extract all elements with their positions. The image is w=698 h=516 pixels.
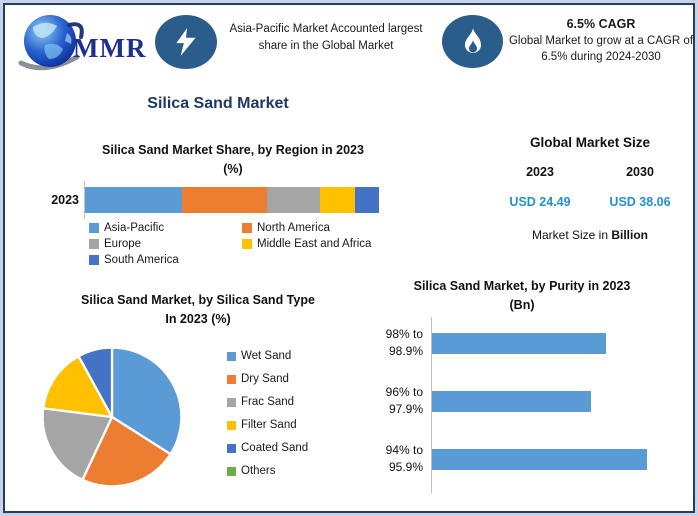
bar-segment-middle-east-and-africa — [320, 187, 356, 213]
pie-legend: Wet Sand Dry Sand Frac Sand Filter Sand Coat… — [227, 350, 308, 488]
region-stacked-bar — [85, 187, 379, 213]
region-axis-category: 2023 — [51, 193, 79, 207]
legend-swatch-others — [227, 466, 236, 476]
legend-item-others: Others — [227, 465, 308, 477]
pie-chart-title-line2: In 2023 (%) — [165, 311, 231, 326]
market-size-year-2030: 2030 — [626, 165, 654, 179]
highlight-text: Asia-Pacific Market Accounted largest sh… — [229, 23, 423, 52]
legend-label: Dry Sand — [241, 373, 289, 385]
market-size-title: Global Market Size — [529, 135, 651, 150]
purity-row-98-to-98-9-: 98% to 98.9% — [357, 321, 687, 365]
legend-swatch-filter-sand — [227, 420, 236, 430]
legend-label: Middle East and Africa — [257, 238, 372, 250]
pie-chart-title-line1: Silica Sand Market, by Silica Sand Type — [81, 293, 315, 307]
legend-label: Frac Sand — [241, 396, 295, 408]
legend-item-wet-sand: Wet Sand — [227, 350, 308, 362]
bar-segment-north-america — [182, 187, 268, 213]
region-chart-title: Silica Sand Market Share, by Region in 2… — [73, 141, 393, 179]
bar-segment-asia-pacific — [85, 187, 183, 213]
purity-bar-94-to-95-9- — [432, 448, 647, 470]
purity-rows: 98% to 98.9% 96% to 97.9% 94% to 95.9% — [357, 321, 687, 495]
purity-chart-title: Silica Sand Market, by Purity in 2023 (B… — [377, 277, 667, 315]
legend-item-south-america: South America — [89, 254, 242, 266]
legend-item-north-america: North America — [242, 222, 389, 234]
cagr-text: Global Market to grow at a CAGR of 6.5% … — [508, 35, 694, 64]
globe-icon — [18, 15, 84, 71]
legend-item-coated-sand: Coated Sand — [227, 442, 308, 454]
purity-axis-line — [431, 317, 432, 493]
legend-swatch-europe — [89, 239, 99, 249]
legend-swatch-dry-sand — [227, 374, 236, 384]
purity-bar-98-to-98-9- — [432, 332, 606, 354]
market-size-value-2030: USD 38.06 — [609, 195, 671, 209]
legend-label: Filter Sand — [241, 419, 297, 431]
pie-slice-frac-sand — [41, 407, 114, 481]
market-size-note: Market Size in Billion — [490, 228, 690, 242]
purity-chart-title-line2: (Bn) — [509, 297, 535, 312]
legend-item-dry-sand: Dry Sand — [227, 373, 308, 385]
page-title: Silica Sand Market — [147, 95, 289, 112]
legend-swatch-frac-sand — [227, 397, 236, 407]
legend-label: Asia-Pacific — [104, 222, 165, 234]
flame-badge — [442, 15, 503, 68]
market-size-note-unit: Billion — [611, 228, 649, 242]
legend-swatch-north-america — [242, 223, 252, 233]
legend-label: Others — [241, 465, 276, 477]
legend-swatch-asia-pacific — [89, 223, 99, 233]
market-size-values: USD 24.49 USD 38.06 — [490, 195, 690, 209]
legend-label: Europe — [104, 238, 142, 250]
purity-chart-title-line1: Silica Sand Market, by Purity in 2023 — [413, 279, 631, 293]
purity-category-line: 96% to — [385, 384, 423, 399]
purity-bar-96-to-97-9- — [432, 390, 591, 412]
purity-category-label: 96% to 97.9% — [357, 384, 423, 419]
legend-swatch-south-america — [89, 255, 99, 265]
market-size-years: 2023 2030 — [490, 165, 690, 179]
purity-category-label: 98% to 98.9% — [357, 326, 423, 361]
region-chart-title-line1: Silica Sand Market Share, by Region in 2… — [102, 143, 364, 157]
purity-row-94-to-95-9-: 94% to 95.9% — [357, 437, 687, 481]
purity-category-line: 94% to — [385, 442, 423, 457]
legend-item-europe: Europe — [89, 238, 242, 250]
bar-segment-south-america — [355, 187, 379, 213]
market-size-value-2023: USD 24.49 — [509, 195, 571, 209]
purity-category-line: 95.9% — [388, 460, 423, 474]
pie-chart-title: Silica Sand Market, by Silica Sand Type … — [33, 291, 363, 329]
legend-item-frac-sand: Frac Sand — [227, 396, 308, 408]
market-size-note-prefix: Market Size in — [531, 228, 612, 242]
legend-label: Wet Sand — [241, 350, 292, 362]
market-size-year-2023: 2023 — [526, 165, 554, 179]
purity-category-line: 97.9% — [388, 402, 423, 416]
purity-category-line: 98% to — [385, 326, 423, 341]
logo-text: MMR — [73, 33, 147, 63]
legend-item-middle-east-and-africa: Middle East and Africa — [242, 238, 389, 250]
lightning-icon — [176, 28, 196, 56]
lightning-badge — [155, 15, 217, 69]
region-axis-line — [84, 181, 85, 219]
pie-chart — [41, 346, 183, 488]
legend-swatch-wet-sand — [227, 351, 236, 361]
legend-item-filter-sand: Filter Sand — [227, 419, 308, 431]
legend-label: South America — [104, 254, 179, 266]
purity-category-label: 94% to 95.9% — [357, 442, 423, 477]
purity-row-96-to-97-9-: 96% to 97.9% — [357, 379, 687, 423]
legend-item-asia-pacific: Asia-Pacific — [89, 222, 242, 234]
legend-label: Coated Sand — [241, 442, 309, 454]
legend-swatch-middle-east-and-africa — [242, 239, 252, 249]
mmr-logo: MMR — [15, 11, 145, 77]
legend-label: North America — [257, 222, 330, 234]
infographic-inner: MMR Asia-Pacific Market Accounted larges… — [3, 3, 695, 513]
pie-slice-coated-sand — [77, 346, 114, 419]
legend-swatch-coated-sand — [227, 443, 236, 453]
cagr-title: 6.5% CAGR — [566, 17, 636, 31]
flame-icon — [464, 27, 481, 53]
region-chart-title-line2: (%) — [223, 161, 243, 176]
pie-slice-filter-sand — [42, 355, 114, 419]
bar-segment-europe — [267, 187, 321, 213]
region-legend: Asia-Pacific North America Europe Middle Ea… — [89, 222, 389, 266]
purity-category-line: 98.9% — [388, 344, 423, 358]
cagr-block: 6.5% CAGR Global Market to grow at a CAG… — [505, 17, 697, 65]
